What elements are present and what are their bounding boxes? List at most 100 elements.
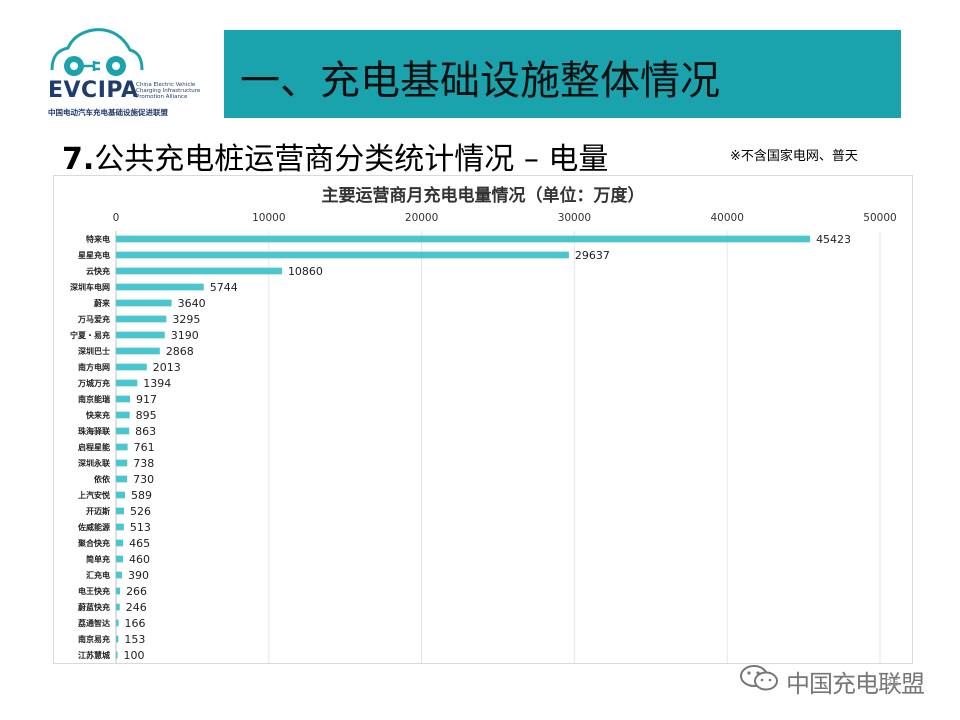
bar (116, 315, 167, 323)
bar (116, 379, 138, 387)
bar (116, 347, 160, 355)
category-label: 特来电 (86, 234, 110, 244)
data-label: 3295 (172, 313, 200, 326)
bar (116, 619, 119, 627)
category-label: 依依 (94, 474, 111, 484)
bar (116, 331, 165, 339)
data-label: 465 (129, 537, 150, 550)
category-label: 电王快充 (78, 586, 110, 596)
logo-sub-line: Promotion Alliance (136, 94, 188, 101)
logo-brand: EVCIPA (48, 78, 139, 103)
data-label: 895 (136, 409, 157, 422)
bar (116, 539, 124, 547)
bar (116, 443, 128, 451)
data-label: 3190 (171, 329, 199, 342)
bar (116, 571, 122, 579)
category-label: 聚合快充 (77, 538, 110, 548)
category-label: 宁夏・易充 (70, 330, 110, 340)
car-plug-logo-icon (50, 28, 144, 76)
watermark-text: 中国充电联盟 (786, 670, 925, 698)
bar (116, 459, 128, 467)
category-label: 快来充 (86, 410, 110, 420)
x-tick-label: 40000 (710, 212, 743, 224)
data-label: 513 (130, 521, 151, 534)
page-number: 26 (886, 678, 899, 689)
section-subtitle-text: 公共充电桩运营商分类统计情况 – 电量 (94, 142, 609, 177)
category-label: 开迈斯 (86, 506, 110, 516)
page-title: 一、充电基础设施整体情况 (240, 58, 720, 104)
data-label: 2868 (166, 345, 194, 358)
category-label: 荔通智达 (77, 618, 110, 628)
data-label: 526 (130, 505, 151, 518)
category-label: 佐威能源 (77, 522, 110, 532)
evcipa-logo: EVCIPA China Electric Vehicle Charging I… (44, 26, 204, 122)
bar (116, 587, 121, 595)
bar (116, 427, 130, 435)
data-label: 1394 (143, 377, 171, 390)
bar (116, 363, 147, 371)
bar (116, 283, 204, 291)
bar (116, 507, 125, 515)
data-label: 3640 (178, 297, 206, 310)
category-label: 万城万充 (77, 378, 110, 388)
data-label: 5744 (210, 281, 238, 294)
data-label: 863 (135, 425, 156, 438)
chart-title: 主要运营商月充电电量情况（单位：万度） (322, 185, 645, 206)
category-label: 汇充电 (86, 570, 110, 580)
category-label: 星星充电 (78, 250, 110, 260)
category-label: 江苏慧城 (78, 650, 110, 660)
data-label: 460 (129, 553, 150, 566)
chart-container: 主要运营商月充电电量情况（单位：万度） 0 10000 20000 30000 40000… (53, 175, 913, 664)
data-label: 153 (124, 633, 145, 646)
section-number: 7. (62, 142, 95, 177)
logo-sub-line: China Electric Vehicle (136, 82, 196, 88)
wechat-icon (740, 665, 778, 691)
bar (116, 395, 131, 403)
category-label: 南京能瑞 (78, 394, 110, 404)
bar (116, 635, 119, 643)
data-label: 266 (126, 585, 147, 598)
data-label: 738 (133, 457, 154, 470)
section-subtitle: 7.公共充电桩运营商分类统计情况 – 电量 (62, 134, 608, 178)
bar (116, 651, 118, 659)
data-label: 589 (131, 489, 152, 502)
bar (116, 523, 124, 531)
data-label: 10860 (288, 265, 323, 278)
data-label: 29637 (575, 249, 610, 262)
data-label: 45423 (816, 233, 851, 246)
category-label: 深圳永联 (78, 458, 110, 468)
x-tick-label: 10000 (252, 212, 285, 224)
category-label: 南京易充 (78, 634, 110, 644)
bar (116, 411, 130, 419)
category-label: 蔚来 (94, 298, 111, 308)
category-label: 云快充 (86, 266, 110, 276)
x-tick-label: 30000 (558, 212, 591, 224)
x-tick-label: 20000 (405, 212, 438, 224)
data-label: 100 (124, 649, 145, 662)
bar (116, 555, 124, 563)
data-label: 166 (125, 617, 146, 630)
category-label: 简单充 (86, 554, 110, 564)
category-label: 蔚蓝快充 (78, 602, 110, 612)
bar-chart: 主要运营商月充电电量情况（单位：万度） 0 10000 20000 30000 40000… (70, 185, 897, 663)
category-label: 启程星能 (78, 442, 110, 452)
x-tick-label: 0 (113, 212, 120, 224)
category-label: 南方电网 (78, 362, 110, 372)
data-label: 761 (134, 441, 155, 454)
category-label: 深圳车电网 (70, 282, 110, 292)
data-label: 2013 (153, 361, 181, 374)
bar (116, 267, 282, 275)
data-label: 246 (126, 601, 147, 614)
bar (116, 603, 120, 611)
bar (116, 251, 569, 259)
logo-subtitle: China Electric Vehicle Charging Infrastr… (136, 82, 206, 101)
bar (116, 491, 125, 499)
logo-sub-line: Charging Infrastructure (136, 88, 201, 95)
category-label: 珠海驿联 (78, 426, 110, 436)
category-label: 万马爱充 (77, 314, 110, 324)
data-label: 730 (133, 473, 154, 486)
data-label: 390 (128, 569, 149, 582)
category-label: 上汽安悦 (78, 490, 110, 500)
bar (116, 299, 172, 307)
bar (116, 475, 128, 483)
